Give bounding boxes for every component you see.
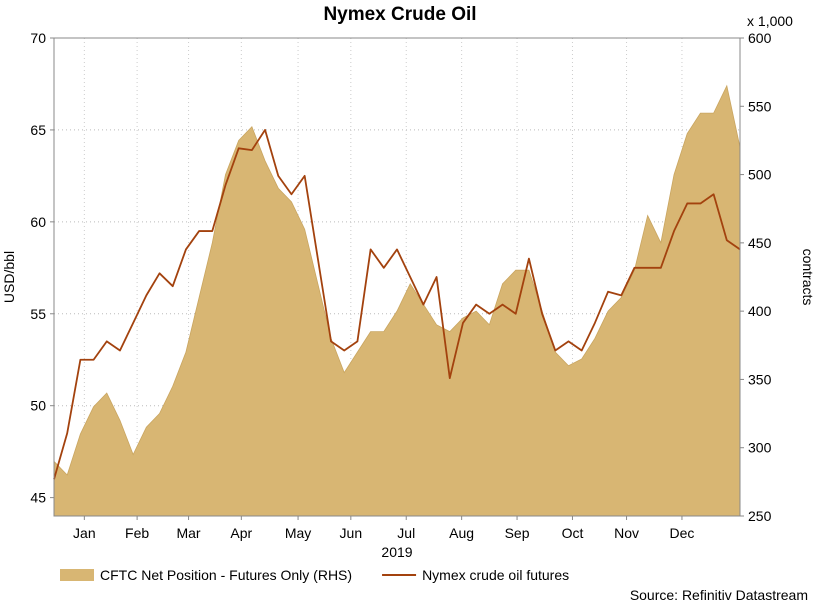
y2-tick-label: 250 <box>748 508 772 524</box>
x-tick-label: Apr <box>230 525 252 541</box>
x-tick-label: Feb <box>125 525 149 541</box>
y2-axis-label: contracts <box>800 249 816 306</box>
x-tick-label: Jan <box>73 525 96 541</box>
line <box>53 129 741 480</box>
x-tick-label: Jul <box>397 525 415 541</box>
x-tick-label: Aug <box>449 525 474 541</box>
x-axis-label: 2019 <box>381 544 412 560</box>
y2-tick-label: 350 <box>748 371 772 387</box>
x-tick-label: Nov <box>614 525 639 541</box>
x-tick-label: Oct <box>562 525 584 541</box>
x-tick-label: Mar <box>176 525 200 541</box>
source: Source: Refinitiv Datastream <box>630 587 808 603</box>
x-tick-label: Sep <box>505 525 530 541</box>
x-tick-label: Jun <box>340 525 363 541</box>
x-tick-label: May <box>285 525 311 541</box>
y-tick-label: 55 <box>30 306 46 322</box>
x-tick-label: Dec <box>670 525 695 541</box>
y2-tick-label: 450 <box>748 235 772 251</box>
legend-label: Nymex crude oil futures <box>422 567 569 583</box>
y2-tick-label: 600 <box>748 30 772 46</box>
legend-swatch <box>60 569 94 581</box>
y2-tick-label: 500 <box>748 167 772 183</box>
y2-tick-label: 550 <box>748 98 772 114</box>
y2-tick-label: 400 <box>748 303 772 319</box>
chart-title: Nymex Crude Oil <box>323 4 476 25</box>
y2-tick-label: 300 <box>748 440 772 456</box>
y-tick-label: 50 <box>30 398 46 414</box>
y-tick-label: 70 <box>30 30 46 46</box>
plot-frame <box>53 37 741 517</box>
area <box>53 84 741 517</box>
legend-label: CFTC Net Position - Futures Only (RHS) <box>100 567 352 583</box>
y-tick-label: 60 <box>30 214 46 230</box>
y-tick-label: 65 <box>30 122 46 138</box>
y2-multiplier: x 1,000 <box>747 13 793 29</box>
y-axis-label: USD/bbl <box>1 251 17 303</box>
y-tick-label: 45 <box>30 490 46 506</box>
